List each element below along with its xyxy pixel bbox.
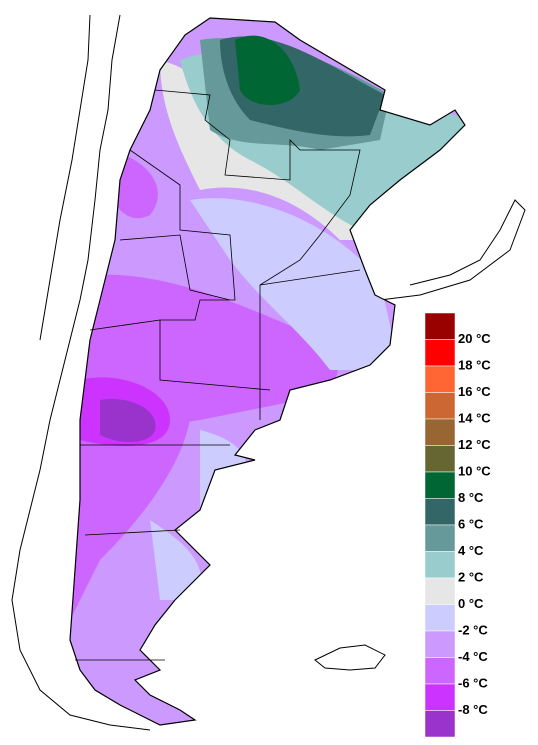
legend-label: -2 °C xyxy=(458,622,488,637)
legend-swatch xyxy=(424,312,456,340)
legend: 20 °C 18 °C 16 °C 14 °C 12 °C 10 °C 8 °C 6 °C 4 … xyxy=(424,312,491,738)
legend-label: 20 °C xyxy=(458,331,491,346)
legend-label: 2 °C xyxy=(458,569,484,584)
legend-swatch xyxy=(424,710,456,738)
legend-swatch xyxy=(424,683,456,711)
legend-swatch xyxy=(424,657,456,685)
legend-swatch xyxy=(424,365,456,393)
legend-swatch xyxy=(424,524,456,552)
legend-swatch xyxy=(424,551,456,579)
legend-label: 0 °C xyxy=(458,596,484,611)
legend-label: -6 °C xyxy=(458,675,488,690)
legend-label: 14 °C xyxy=(458,410,491,425)
legend-label: 10 °C xyxy=(458,463,491,478)
legend-label: 8 °C xyxy=(458,490,484,505)
legend-swatch xyxy=(424,577,456,605)
neighbour-coastlines xyxy=(11,14,526,731)
legend-swatch xyxy=(424,604,456,632)
legend-swatch xyxy=(424,339,456,367)
legend-swatch xyxy=(424,630,456,658)
legend-label: 6 °C xyxy=(458,516,484,531)
legend-swatch xyxy=(424,498,456,526)
legend-label: 18 °C xyxy=(458,357,491,372)
province-borders xyxy=(69,17,466,726)
legend-label: -4 °C xyxy=(458,649,488,664)
legend-label: 4 °C xyxy=(458,543,484,558)
legend-swatch xyxy=(424,445,456,473)
legend-label: -8 °C xyxy=(458,702,488,717)
legend-swatch xyxy=(424,471,456,499)
legend-label: 16 °C xyxy=(458,384,491,399)
legend-label: 12 °C xyxy=(458,437,491,452)
legend-swatch xyxy=(424,418,456,446)
legend-swatch xyxy=(424,392,456,420)
